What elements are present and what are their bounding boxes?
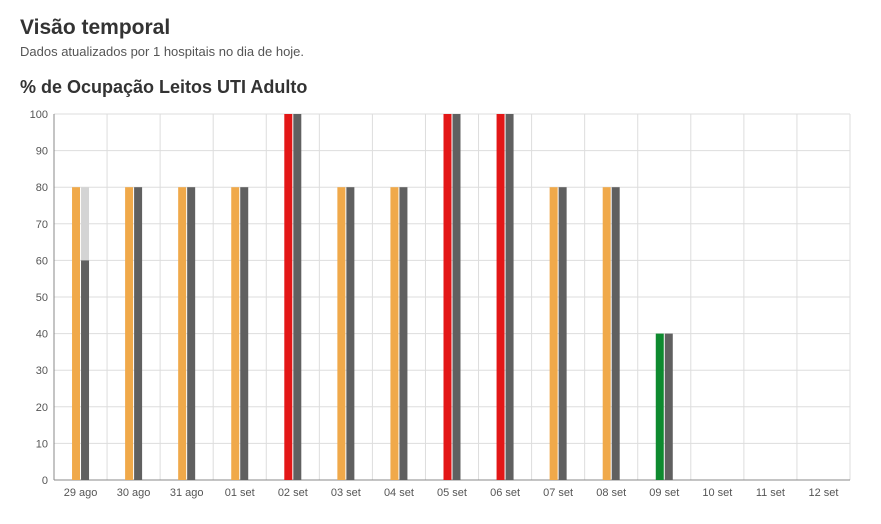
svg-text:12 set: 12 set xyxy=(808,487,838,499)
svg-text:10: 10 xyxy=(36,438,48,450)
svg-text:11 set: 11 set xyxy=(756,487,785,499)
svg-text:0: 0 xyxy=(42,475,48,487)
page-subtitle: Dados atualizados por 1 hospitais no dia… xyxy=(20,44,861,59)
page-title: Visão temporal xyxy=(20,16,861,40)
svg-text:20: 20 xyxy=(36,402,48,414)
svg-text:80: 80 xyxy=(36,182,48,194)
svg-text:03 set: 03 set xyxy=(331,487,361,499)
svg-text:70: 70 xyxy=(36,219,48,231)
svg-text:06 set: 06 set xyxy=(490,487,520,499)
svg-text:40: 40 xyxy=(36,329,48,341)
svg-text:30: 30 xyxy=(36,365,48,377)
svg-text:09 set: 09 set xyxy=(649,487,679,499)
svg-text:02 set: 02 set xyxy=(278,487,308,499)
svg-text:01 set: 01 set xyxy=(225,487,255,499)
svg-text:30 ago: 30 ago xyxy=(117,487,151,499)
svg-text:07 set: 07 set xyxy=(543,487,573,499)
svg-text:60: 60 xyxy=(36,255,48,267)
svg-text:04 set: 04 set xyxy=(384,487,414,499)
svg-text:29 ago: 29 ago xyxy=(64,487,98,499)
chart-title: % de Ocupação Leitos UTI Adulto xyxy=(20,77,861,98)
svg-text:90: 90 xyxy=(36,146,48,158)
svg-text:05 set: 05 set xyxy=(437,487,467,499)
svg-text:10 set: 10 set xyxy=(702,487,732,499)
chart-container: 0 10 20 30 40 50 60 70 80 90 100 29 ago 30 ago 31 ago… xyxy=(20,108,860,508)
bar-chart: 0 10 20 30 40 50 60 70 80 90 100 29 ago 30 ago 31 ago… xyxy=(20,108,860,508)
svg-text:08 set: 08 set xyxy=(596,487,626,499)
svg-text:50: 50 xyxy=(36,292,48,304)
svg-text:100: 100 xyxy=(30,109,48,121)
svg-text:31 ago: 31 ago xyxy=(170,487,204,499)
